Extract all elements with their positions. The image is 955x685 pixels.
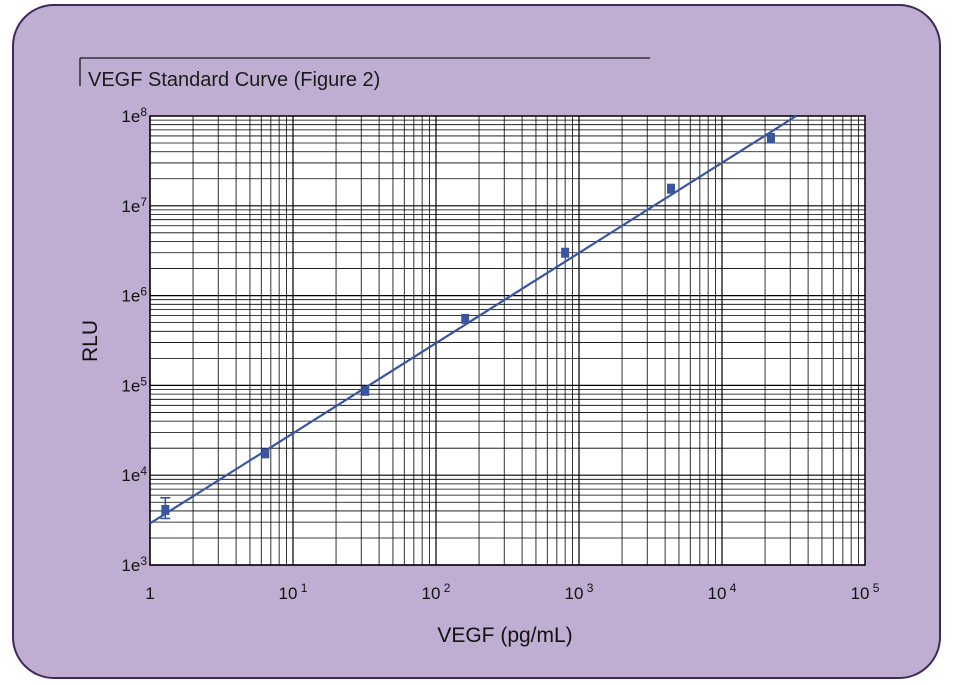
y-tick-label: 1e7 (121, 195, 147, 216)
y-tick-label: 1e8 (121, 105, 147, 126)
data-point (667, 183, 676, 194)
data-point (161, 504, 170, 515)
chart-title: VEGF Standard Curve (Figure 2) (88, 69, 380, 91)
x-tick-label: 10 5 (851, 581, 880, 603)
y-tick-label: 1e6 (121, 285, 147, 306)
plot-frame (149, 115, 866, 566)
plot-area (150, 116, 865, 565)
fit-line-group (149, 115, 797, 525)
grid (149, 116, 865, 566)
y-axis-label: RLU (79, 320, 102, 362)
x-tick-labels: 1 10 1 10 2 10 3 10 4 10 5 (145, 581, 880, 603)
data-point (766, 132, 775, 143)
y-tick-label: 1e5 (121, 374, 147, 395)
x-tick-label: 10 2 (422, 581, 451, 603)
x-tick-label: 10 1 (279, 581, 308, 603)
x-tick-label: 10 4 (708, 581, 737, 603)
data-point (561, 247, 570, 258)
data-points (160, 132, 775, 520)
y-tick-label: 1e3 (121, 554, 147, 575)
y-tick-labels: 1e3 1e4 1e5 1e6 1e7 1e8 (121, 105, 147, 575)
x-tick-label: 1 (145, 584, 154, 603)
data-point (361, 385, 370, 396)
data-point (261, 448, 270, 459)
y-tick-label: 1e4 (121, 464, 147, 485)
x-tick-label: 10 3 (565, 581, 594, 603)
data-point (461, 313, 470, 324)
x-axis-label: VEGF (pg/mL) (437, 624, 572, 647)
fit-line (149, 115, 797, 525)
